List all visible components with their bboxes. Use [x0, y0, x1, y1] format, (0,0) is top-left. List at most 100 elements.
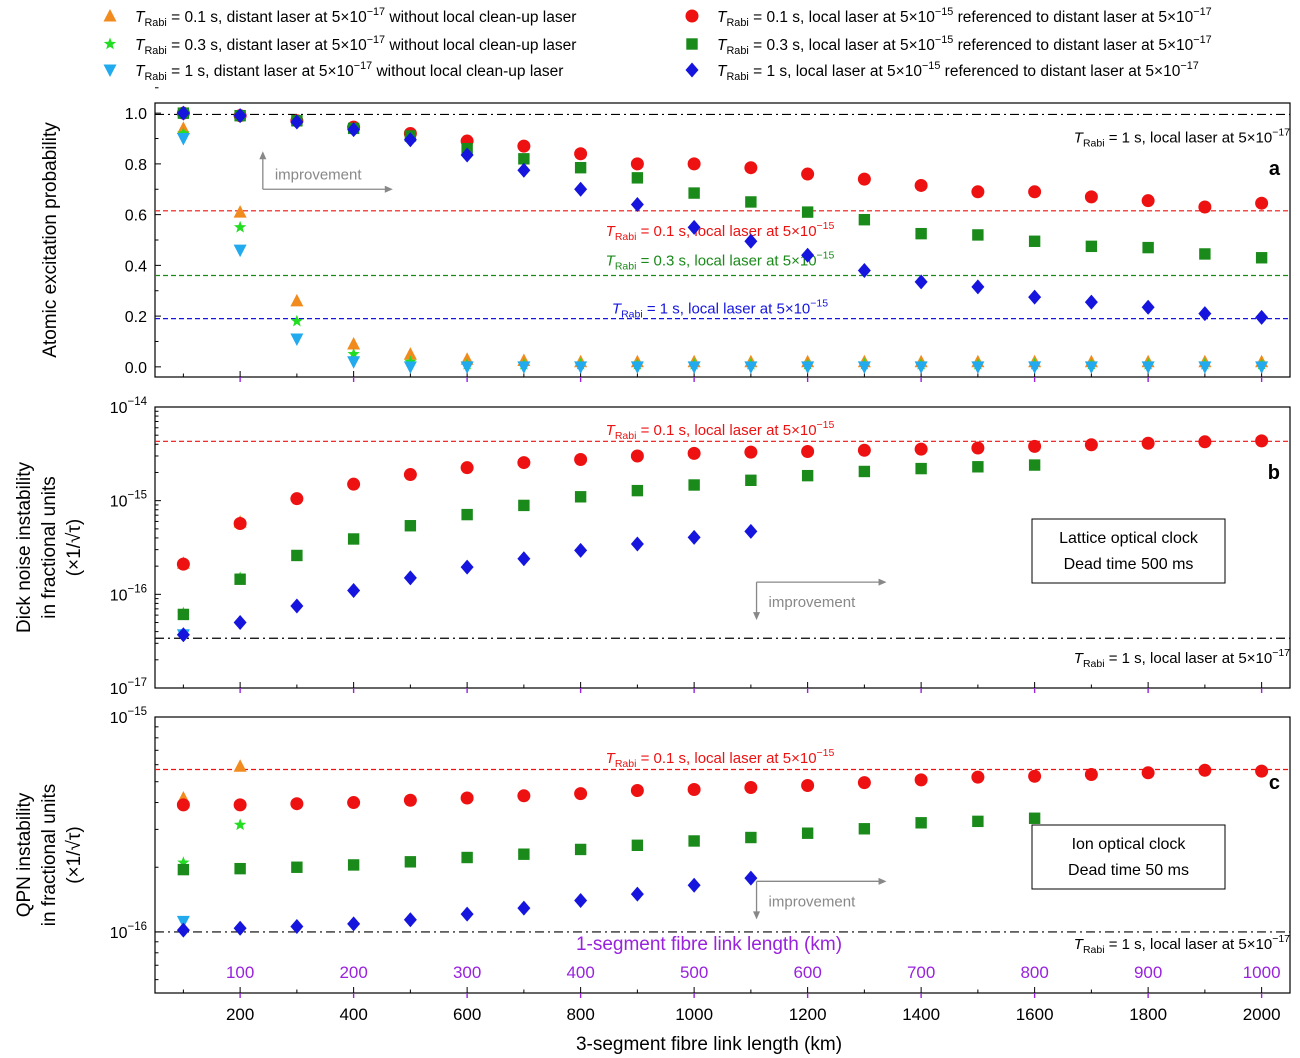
data-point-triangle-down	[574, 361, 588, 374]
data-point-diamond	[347, 122, 361, 138]
info-box-line: Lattice optical clock	[1059, 530, 1199, 547]
data-point-circle	[801, 444, 815, 458]
legend-entry-label: TRabi = 0.1 s, local laser at 5×10−15 re…	[717, 6, 1212, 29]
info-box-line: Dead time 50 ms	[1068, 862, 1189, 879]
data-point-circle	[403, 468, 417, 482]
improvement-arrowhead-down	[753, 911, 761, 920]
data-point-square	[177, 608, 190, 621]
x-tick-label: 400	[339, 1005, 367, 1024]
data-point-triangle-down	[1198, 361, 1212, 374]
data-point-triangle-up	[347, 337, 361, 350]
info-box-line: Dead time 500 ms	[1064, 556, 1194, 573]
improvement-arrowhead-up	[259, 151, 267, 160]
panel-label: c	[1269, 772, 1280, 794]
improvement-arrowhead-right	[384, 185, 393, 193]
data-point-square	[858, 214, 871, 226]
data-point-diamond	[403, 132, 417, 148]
legend-entry-label: TRabi = 0.3 s, distant laser at 5×10−17 …	[135, 34, 576, 57]
data-point-star	[177, 126, 190, 139]
data-point-square	[915, 817, 927, 829]
data-point-square	[347, 533, 360, 545]
data-point-circle	[744, 780, 758, 794]
reference-line-label: TRabi = 0.1 s, local laser at 5×10−15	[606, 747, 835, 770]
data-point-circle	[687, 446, 701, 460]
data-point-circle	[233, 798, 247, 812]
top-axis-tick-label: 500	[680, 963, 708, 982]
data-point-circle	[687, 157, 701, 171]
data-point-triangle-down	[176, 133, 190, 146]
data-point-circle	[801, 779, 815, 793]
x-tick-label: 2000	[1243, 1005, 1281, 1024]
data-point-triangle-down	[460, 361, 474, 374]
top-axis-tick-label: 800	[1020, 963, 1048, 982]
data-point-circle	[971, 185, 985, 199]
data-point-circle	[176, 557, 190, 571]
top-axis-label: 1-segment fibre link length (km)	[576, 934, 842, 955]
data-point-square	[1028, 812, 1041, 824]
y-axis-label: Atomic excitation probability	[40, 122, 61, 358]
data-point-circle	[687, 782, 701, 796]
info-box	[1031, 518, 1226, 584]
data-point-square	[177, 863, 190, 876]
data-point-diamond	[176, 922, 190, 938]
data-point-triangle-down	[103, 64, 117, 77]
data-point-triangle-down	[1084, 361, 1098, 374]
data-point-diamond	[517, 551, 531, 567]
data-point-diamond	[517, 162, 531, 178]
y-tick-label: 0.2	[125, 309, 147, 326]
data-point-circle	[1084, 768, 1098, 782]
legend: TRabi = 0.1 s, distant laser at 5×10−17 …	[103, 6, 1212, 83]
data-point-circle	[176, 798, 190, 812]
data-point-circle	[744, 161, 758, 175]
panel-b-dick-noise-instability: 10−17 10−16 10−15 10−14 Dick noise instabili…	[14, 396, 1291, 698]
data-point-star	[347, 347, 360, 360]
reference-line-label: TRabi = 0.1 s, local laser at 5×10−15	[606, 419, 835, 442]
data-point-square	[688, 835, 700, 847]
data-point-diamond	[574, 542, 588, 558]
data-point-triangle-down	[630, 361, 644, 374]
data-point-star	[103, 37, 117, 50]
x-tick-label: 800	[566, 1005, 594, 1024]
plot-frame	[154, 406, 1291, 689]
data-point-square	[688, 479, 700, 491]
data-point-square	[347, 859, 360, 871]
data-point-circle	[801, 167, 815, 181]
y-tick-label: 10−15	[110, 490, 147, 511]
data-point-square	[972, 815, 984, 828]
data-point-triangle-down	[290, 333, 304, 346]
data-point-square	[631, 484, 644, 497]
data-point-circle	[914, 442, 928, 456]
data-point-square	[745, 831, 757, 844]
improvement-label: improvement	[769, 893, 857, 910]
data-point-circle	[347, 477, 361, 491]
y-tick-label: 0.0	[125, 360, 147, 377]
data-point-square	[915, 462, 927, 475]
data-point-diamond	[403, 912, 417, 928]
info-box-line: Ion optical clock	[1072, 836, 1187, 853]
data-point-circle	[574, 787, 588, 801]
data-point-diamond	[460, 906, 474, 922]
data-point-star	[177, 856, 190, 868]
data-point-square	[461, 508, 473, 521]
reference-line-label: TRabi = 1 s, local laser at 5×10−17	[1074, 647, 1290, 670]
legend-entry-label: TRabi = 0.3 s, local laser at 5×10−15 re…	[717, 34, 1212, 57]
data-point-triangle-down	[176, 915, 190, 929]
data-point-diamond	[233, 615, 247, 631]
data-point-triangle-down	[1255, 361, 1269, 374]
data-point-square	[745, 474, 757, 486]
data-point-circle	[1028, 769, 1042, 783]
y-axis-label: (×1/√τ)	[64, 519, 85, 577]
data-point-square	[461, 851, 473, 864]
y-tick-label: 0.6	[125, 208, 147, 225]
legend-entry-label: TRabi = 1 s, distant laser at 5×10−17 wi…	[135, 60, 563, 83]
data-point-diamond	[687, 529, 701, 545]
panel-a-excitation-probability: 0.0 0.2 0.4 0.6 0.8 1.0 Atomic excitation prob…	[40, 87, 1291, 382]
y-tick-label: 10−16	[110, 583, 147, 604]
data-point-circle	[1198, 763, 1212, 777]
data-point-diamond	[574, 893, 588, 909]
x-tick-label: 1600	[1016, 1005, 1054, 1024]
data-point-square	[1142, 241, 1154, 254]
data-point-diamond	[574, 181, 588, 197]
data-point-diamond	[744, 870, 758, 886]
